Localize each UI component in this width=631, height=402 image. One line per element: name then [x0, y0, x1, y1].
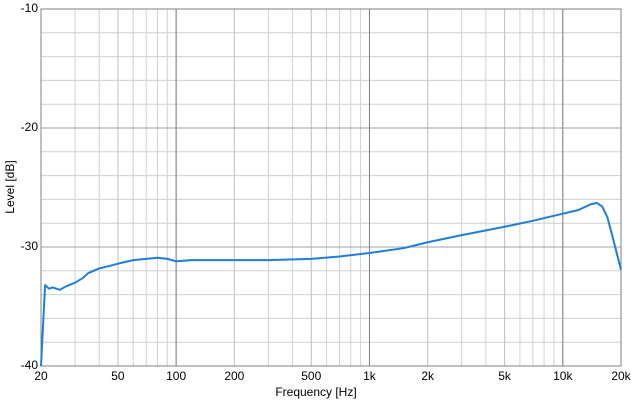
data-line — [40, 201, 622, 367]
y-axis-label: Level [dB] — [3, 160, 17, 213]
x-tick-label: 200 — [224, 369, 244, 383]
x-tick-label: 2k — [421, 369, 435, 383]
x-tick-label: 20k — [611, 369, 631, 383]
y-tick-label: -40 — [21, 358, 39, 372]
x-tick-label: 500 — [301, 369, 321, 383]
x-tick-label: 5k — [498, 369, 512, 383]
x-tick-label: 10k — [553, 369, 573, 383]
plot-frame — [40, 8, 622, 367]
y-tick-label: -10 — [21, 1, 39, 15]
x-axis-label: Frequency [Hz] — [275, 385, 356, 399]
x-tick-label: 100 — [166, 369, 186, 383]
y-tick-label: -30 — [21, 239, 39, 253]
y-tick-label: -20 — [21, 120, 39, 134]
x-tick-label: 50 — [111, 369, 125, 383]
x-tick-label: 20 — [34, 369, 48, 383]
x-tick-label: 1k — [363, 369, 377, 383]
